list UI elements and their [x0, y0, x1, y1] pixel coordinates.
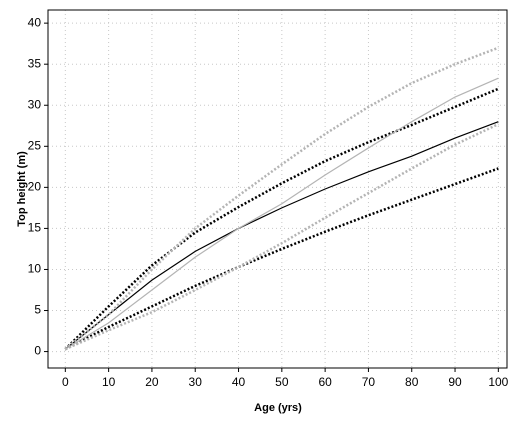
x-tick-label: 50	[275, 375, 289, 389]
x-tick-label: 60	[318, 375, 332, 389]
plot-frame	[47, 9, 508, 369]
x-tick-label: 0	[62, 375, 69, 389]
y-tick-label: 5	[34, 303, 41, 317]
y-tick-label: 10	[28, 262, 42, 276]
series-line	[64, 46, 499, 351]
x-tick-label: 70	[362, 375, 376, 389]
x-tick-label: 100	[488, 375, 508, 389]
y-axis-label: Top height (m)	[16, 151, 28, 227]
y-tick-label: 40	[28, 15, 42, 29]
x-tick-label: 80	[405, 375, 419, 389]
x-tick-label: 40	[232, 375, 246, 389]
y-tick-label: 20	[28, 180, 42, 194]
series-line	[64, 123, 499, 351]
series-line	[64, 87, 499, 351]
y-tick-label: 0	[34, 344, 41, 358]
series-line	[64, 167, 499, 351]
x-tick-label: 90	[448, 375, 462, 389]
y-tick-label: 35	[28, 56, 42, 70]
x-axis-label: Age (yrs)	[254, 402, 302, 414]
x-tick-label: 20	[145, 375, 159, 389]
y-tick-label: 25	[28, 138, 42, 152]
x-tick-label: 30	[189, 375, 203, 389]
series-line	[65, 77, 499, 350]
y-tick-label: 30	[28, 97, 42, 111]
x-tick-label: 10	[102, 375, 116, 389]
series-line	[64, 121, 499, 350]
y-tick-label: 15	[28, 221, 42, 235]
